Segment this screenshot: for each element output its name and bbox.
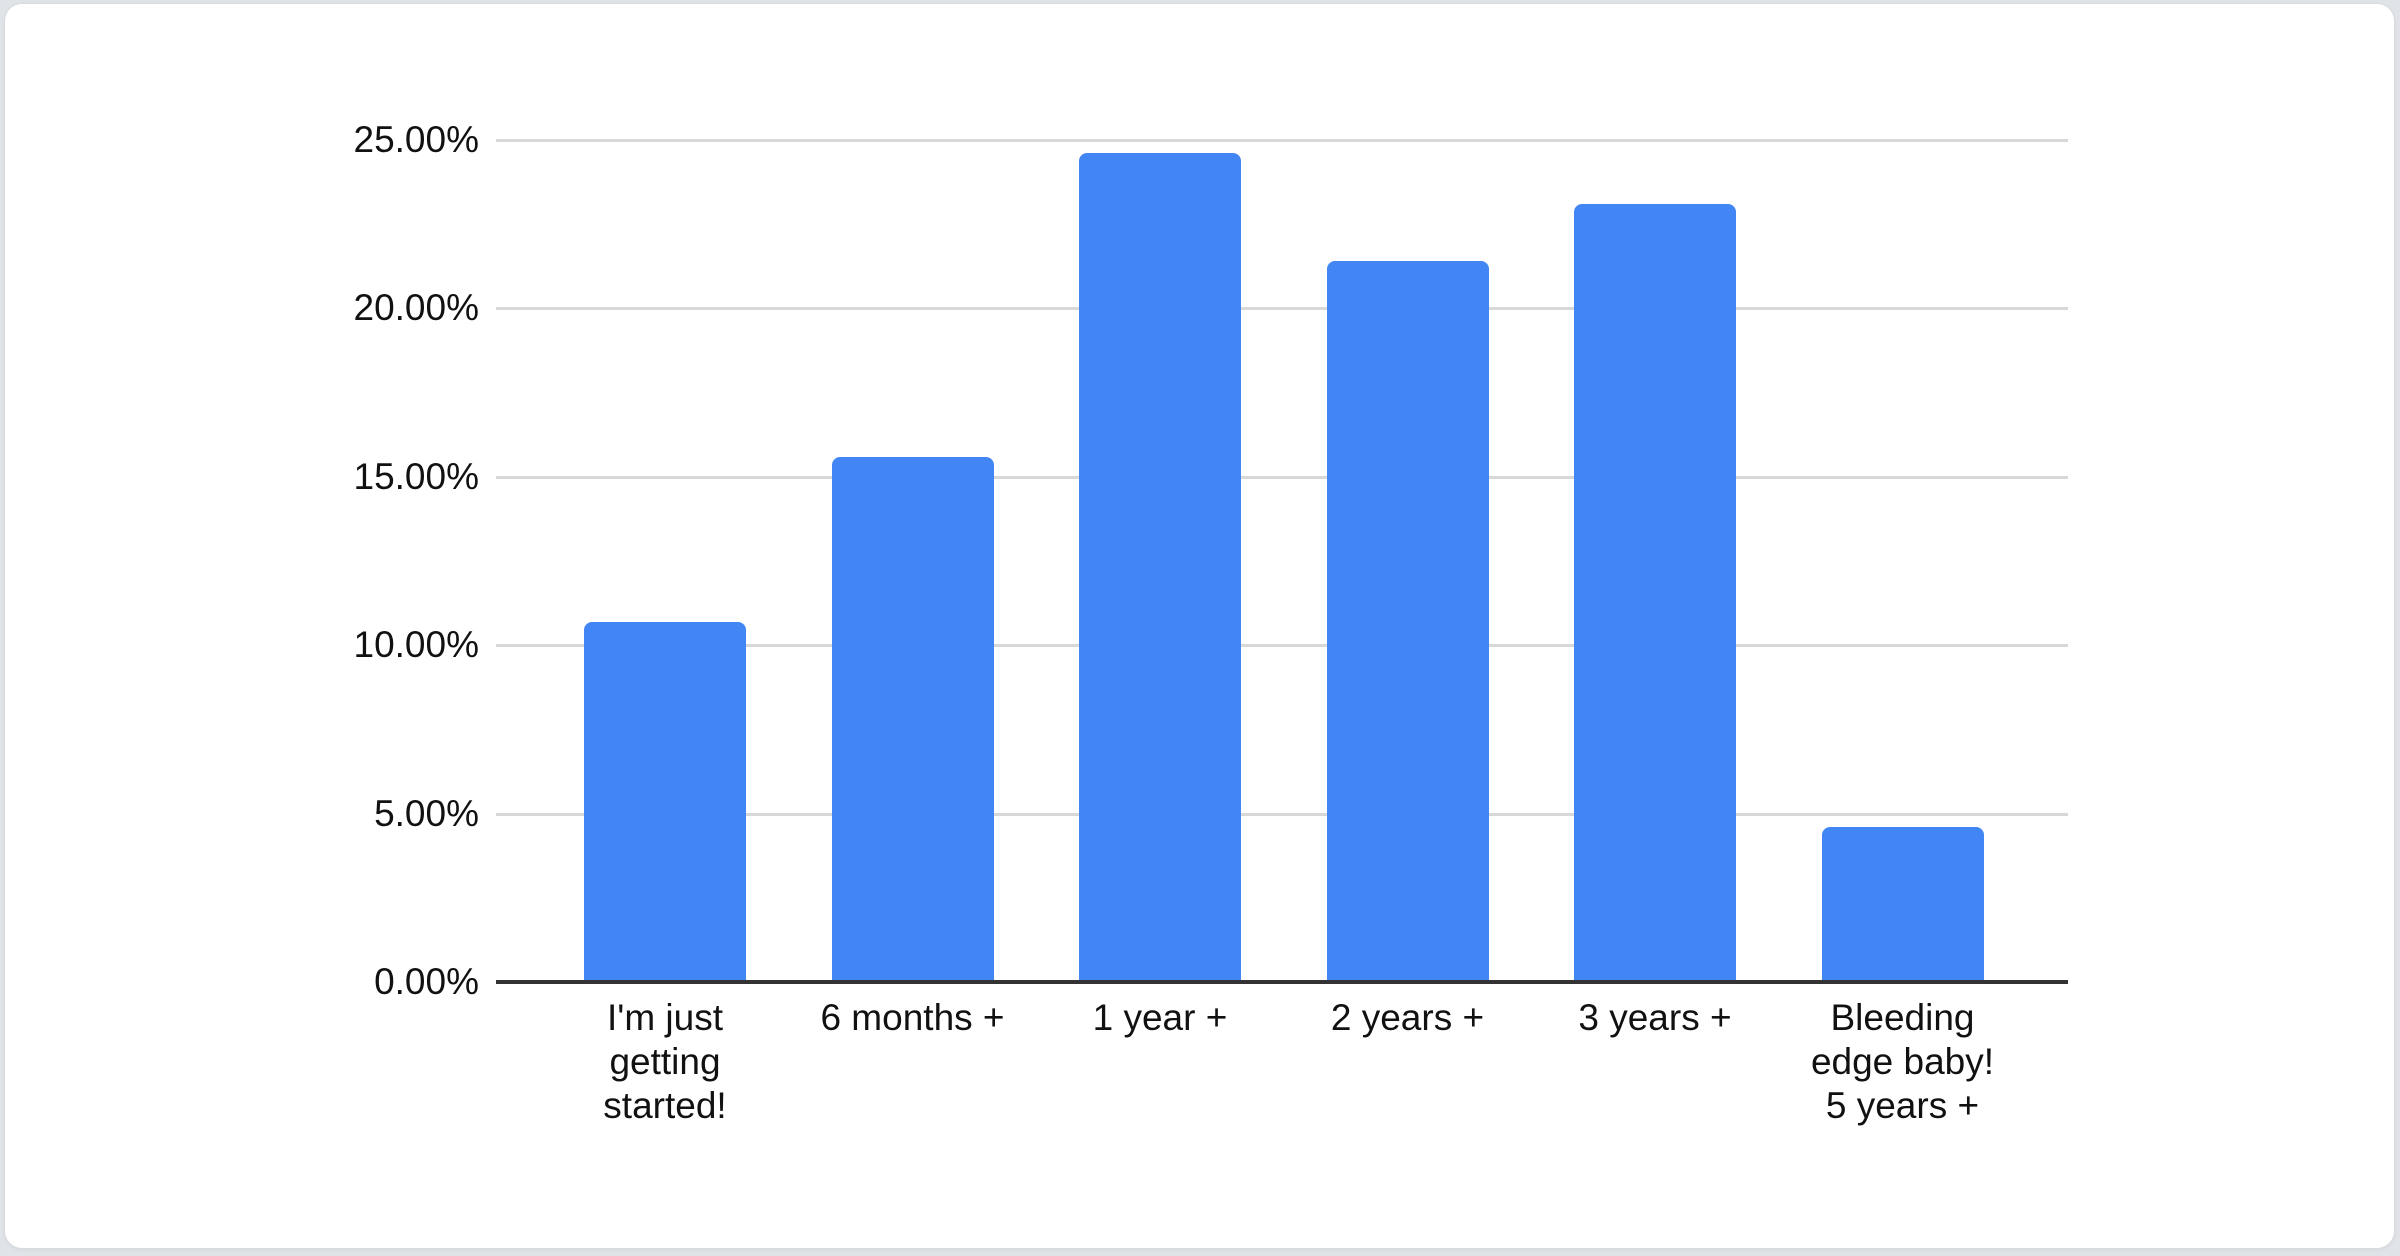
x-axis-category-label-line: 3 years + [1578,997,1732,1038]
x-axis-category-label-line: edge baby! [1810,1041,1995,1082]
x-axis-category-label: I'm just getting started! [534,996,796,1128]
gridline-5pct [496,812,2068,816]
x-axis-category-label: Bleeding edge baby! 5 years + [1772,996,2034,1128]
x-axis-category-label-line: I'm just [606,997,724,1038]
x-axis-category-label-line: getting [609,1041,721,1082]
y-axis-tick-label: 0.00% [374,961,479,1002]
bar-1 [831,456,994,982]
y-axis-tick-label: 20.00% [353,287,480,329]
bar-5 [1821,827,1984,982]
bar-0 [584,621,746,982]
gridline-10pct [496,644,2068,648]
bar-2 [1079,153,1241,982]
x-axis-category-label: 3 years + [1524,996,1786,1040]
x-axis-category-label: 2 years + [1277,996,1539,1040]
gridline-20pct [496,307,2068,311]
chart-card: 0.00% 5.00% 10.00% 15.00% 20.00% 25.00% I'm ju… [4,3,2395,1249]
x-axis-category-label-line: Bleeding [1830,997,1975,1038]
x-axis-category-label-line: 2 years + [1330,997,1485,1038]
y-axis-tick-label: 25.00% [353,119,480,160]
x-axis-category-label-line: 6 months + [820,997,1005,1038]
x-axis-category-label: 6 months + [782,996,1044,1040]
bar-chart: 0.00% 5.00% 10.00% 15.00% 20.00% 25.00% I'm ju… [5,4,2394,1248]
x-axis-category-label-line: 5 years + [1825,1085,1980,1126]
x-axis-category-label: 1 year + [1029,996,1291,1040]
x-axis-line [496,980,2068,984]
x-axis-category-label-line: 1 year + [1092,997,1228,1038]
x-axis-category-label-line: started! [603,1085,727,1126]
y-axis-tick-label: 15.00% [353,455,480,497]
bar-4 [1574,203,1736,982]
y-axis-tick-label: 10.00% [353,624,480,666]
y-axis-tick-label: 5.00% [374,792,479,834]
gridline-15pct [496,475,2068,479]
gridline-25pct [496,139,2068,142]
bar-3 [1326,261,1489,982]
